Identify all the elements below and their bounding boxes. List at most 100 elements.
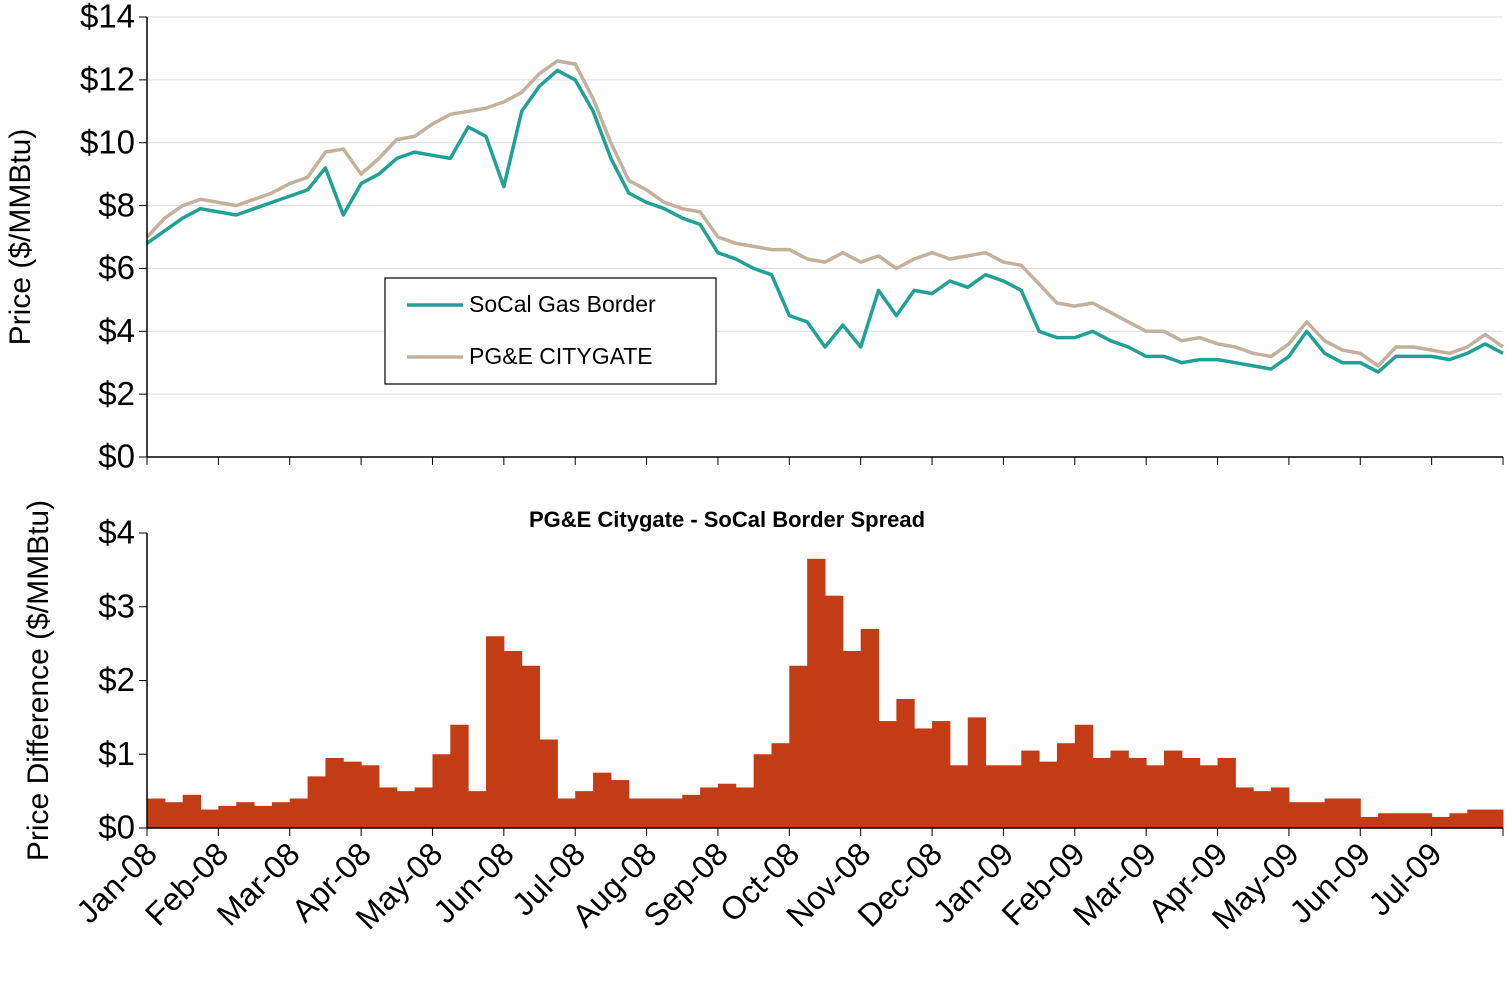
bar	[771, 743, 790, 828]
bar	[378, 787, 398, 828]
bar	[807, 558, 826, 828]
legend-label: SoCal Gas Border	[469, 291, 656, 317]
bar	[1181, 757, 1201, 828]
bar	[432, 754, 451, 828]
bar	[842, 651, 862, 828]
bar	[1056, 743, 1076, 828]
bar	[896, 698, 915, 828]
bar	[450, 724, 469, 828]
bar	[539, 739, 558, 828]
bar	[1467, 809, 1486, 828]
y-tick-label: $4	[98, 312, 135, 349]
bar	[1128, 757, 1147, 828]
bar	[396, 791, 416, 828]
bar	[1271, 787, 1290, 828]
bar	[236, 802, 255, 828]
bar	[147, 798, 166, 828]
y-tick-label: $3	[98, 587, 135, 624]
bar	[682, 794, 701, 828]
line-series	[145, 59, 1505, 368]
bar	[1431, 816, 1450, 828]
bar	[254, 805, 273, 828]
bar	[1413, 813, 1433, 828]
bar	[468, 791, 487, 828]
bar	[503, 651, 523, 828]
bar	[1306, 802, 1326, 828]
bar	[753, 754, 772, 828]
bar	[717, 783, 737, 828]
bar	[967, 717, 987, 828]
bar	[325, 757, 344, 828]
legend-label: PG&E CITYGATE	[469, 343, 653, 369]
bar	[664, 798, 683, 828]
bar	[1288, 802, 1308, 828]
bar	[361, 765, 380, 828]
y-tick-label: $4	[98, 514, 135, 551]
bar	[1360, 816, 1379, 828]
bar	[1342, 798, 1361, 828]
bar	[289, 798, 309, 828]
bar	[932, 721, 951, 828]
y-tick-label: $6	[98, 249, 135, 286]
y-axis-label: Price Difference ($/MMBtu)	[22, 500, 55, 861]
bar	[1217, 757, 1236, 828]
bar	[1235, 787, 1254, 828]
bar	[646, 798, 665, 828]
bar	[1003, 765, 1022, 828]
bar	[521, 665, 541, 828]
bar	[1395, 813, 1415, 828]
bar	[1039, 761, 1058, 828]
bar	[1485, 809, 1504, 828]
bar	[414, 787, 433, 828]
x-tick-label: Jun-09	[1283, 835, 1378, 930]
y-tick-label: $8	[98, 186, 135, 223]
bar	[1074, 724, 1094, 828]
bar	[343, 761, 362, 828]
y-tick-label: $0	[98, 809, 135, 846]
bar	[1199, 765, 1219, 828]
bar	[200, 809, 219, 828]
chart-title: PG&E Citygate - SoCal Border Spread	[529, 507, 925, 532]
x-tick-label: Jul-09	[1361, 835, 1448, 922]
bar	[700, 787, 719, 828]
bar	[1110, 750, 1129, 828]
y-tick-label: $14	[80, 0, 135, 35]
bar	[1146, 765, 1165, 828]
bar	[271, 802, 291, 828]
y-tick-label: $0	[98, 438, 135, 475]
bar	[1253, 791, 1272, 828]
legend: SoCal Gas Border PG&E CITYGATE	[384, 277, 717, 385]
y-tick-label: $2	[98, 375, 135, 412]
bar	[575, 791, 594, 828]
bar	[593, 772, 612, 828]
bar	[164, 802, 184, 828]
bar	[1092, 757, 1111, 828]
bar	[1164, 750, 1183, 828]
y-tick-label: $2	[98, 661, 135, 698]
bar	[182, 794, 202, 828]
bar	[985, 765, 1004, 828]
bar	[860, 628, 880, 828]
bar	[1021, 750, 1040, 828]
bar	[1378, 813, 1397, 828]
y-tick-label: $1	[98, 735, 135, 772]
line-series	[145, 68, 1504, 374]
bar	[218, 805, 237, 828]
y-tick-label: $10	[80, 123, 135, 160]
bar	[486, 636, 505, 828]
bar	[1324, 798, 1343, 828]
bar	[825, 595, 844, 828]
bar	[610, 780, 630, 828]
bar	[789, 665, 808, 828]
bar	[878, 721, 897, 828]
bar	[914, 728, 933, 828]
bar	[628, 798, 648, 828]
bar	[735, 787, 755, 828]
y-tick-label: $12	[80, 61, 135, 98]
bar	[557, 798, 576, 828]
x-tick-label: Jun-08	[426, 835, 521, 930]
bar	[307, 776, 326, 828]
bar	[949, 765, 969, 828]
